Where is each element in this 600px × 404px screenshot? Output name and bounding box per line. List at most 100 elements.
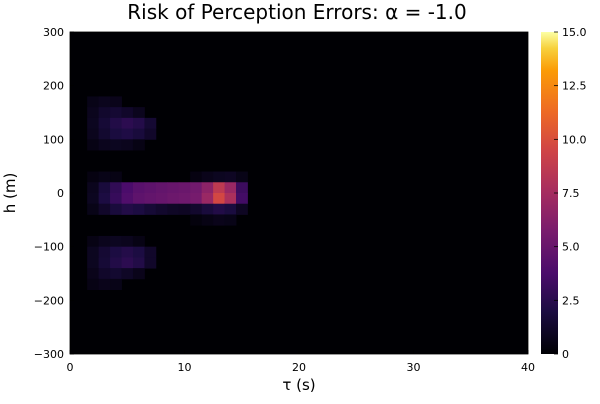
heatmap-cell (98, 139, 111, 151)
heatmap-cell (213, 193, 225, 205)
colorbar-tick-label: 5.0 (562, 241, 580, 254)
heatmap-cell (98, 171, 111, 183)
heatmap-cell (190, 182, 203, 194)
heatmap-cell (178, 203, 191, 215)
heatmap-cell (87, 193, 100, 205)
heatmap-cell (236, 203, 248, 215)
heatmap-cell (190, 193, 203, 205)
heatmap-cell (178, 182, 191, 194)
heatmap-cell (236, 193, 248, 205)
heatmap-cell (121, 193, 134, 205)
heatmap-cell (110, 246, 122, 258)
y-tick-label: 100 (43, 133, 64, 146)
x-axis-label: τ (s) (282, 376, 315, 394)
heatmap-cell (87, 268, 100, 280)
heatmap-cell (213, 203, 225, 215)
heatmap-cell (201, 182, 214, 194)
heatmap-cell (110, 193, 122, 205)
heatmap-cell (167, 182, 180, 194)
colorbar-tick-label: 2.5 (562, 294, 580, 307)
heatmap-cell (155, 203, 168, 215)
heatmap-cell (87, 182, 100, 194)
heatmap-cell (132, 257, 145, 269)
heatmap-cell (190, 214, 203, 226)
y-axis-label: h (m) (1, 173, 19, 214)
heatmap-cell (110, 96, 122, 108)
heatmap-cell (132, 128, 145, 140)
heatmap-cell (110, 117, 122, 129)
y-tick-label: 300 (43, 26, 64, 39)
heatmap-cell (87, 117, 100, 129)
heatmap-cell (190, 171, 203, 183)
heatmap-cell (201, 203, 214, 215)
heatmap-cell (132, 268, 145, 280)
heatmap-cell (121, 246, 134, 258)
colorbar (541, 32, 558, 354)
heatmap-cell (87, 96, 100, 108)
x-axis-ticks: 0 10 20 30 40 (67, 350, 535, 374)
heatmap-cell (132, 203, 145, 215)
heatmap-cell (87, 257, 100, 269)
heatmap-cell (110, 171, 122, 183)
heatmap-cell (110, 139, 122, 151)
y-tick-label: −200 (34, 294, 64, 307)
heatmap-cell (110, 278, 122, 290)
x-tick-label: 0 (67, 361, 74, 374)
heatmap-cell (144, 203, 157, 215)
y-axis-ticks: 300 200 100 0 −100 −200 −300 (34, 26, 74, 361)
y-tick-label: 200 (43, 80, 64, 93)
heatmap-cell (98, 235, 111, 248)
colorbar-tick-label: 10.0 (562, 133, 587, 146)
heatmap-cell (190, 203, 203, 215)
heatmap-cell (201, 171, 214, 183)
heatmap-cell (132, 193, 145, 205)
heatmap-cell (98, 193, 111, 205)
heatmap-cell (110, 235, 122, 248)
heatmap-cell (132, 246, 145, 258)
heatmap-cell (213, 171, 225, 183)
heatmap-cell (98, 278, 111, 290)
heatmap-cell (167, 193, 180, 205)
heatmap-cell (87, 278, 100, 290)
heatmap-cell (224, 193, 237, 205)
heatmap-cell (224, 182, 237, 194)
heatmap-cell (236, 182, 248, 194)
heatmap-cell (87, 107, 100, 119)
y-tick-label: −100 (34, 241, 64, 254)
heatmap-cell (213, 182, 225, 194)
heatmap-cell (98, 182, 111, 194)
colorbar-tick-label: 7.5 (562, 187, 580, 200)
colorbar-ticks: 15.0 12.5 10.0 7.5 5.0 2.5 0 (554, 26, 587, 361)
heatmap-cell (121, 139, 134, 151)
heatmap-cell (98, 107, 111, 119)
heatmap-cell (132, 235, 145, 248)
heatmap-cell (144, 246, 157, 258)
x-tick-label: 10 (178, 361, 192, 374)
heatmap-cell (98, 257, 111, 269)
x-tick-label: 40 (521, 361, 535, 374)
heatmap-cell (110, 203, 122, 215)
heatmap-cell (178, 193, 191, 205)
heatmap-cell (87, 139, 100, 151)
heatmap-cell (98, 128, 111, 140)
heatmap-cell (167, 203, 180, 215)
heatmap-cell (121, 107, 134, 119)
heatmap-cell (98, 268, 111, 280)
heatmap-cell (144, 117, 157, 129)
heatmap-cell (144, 257, 157, 269)
heatmap-cell (224, 214, 237, 226)
heatmap-cell (155, 193, 168, 205)
heatmap-cell (110, 128, 122, 140)
heatmap-cell (121, 117, 134, 129)
heatmap-cell (110, 107, 122, 119)
heatmap-cell (87, 203, 100, 215)
heatmap-cell (110, 257, 122, 269)
heatmap-cell (132, 117, 145, 129)
colorbar-tick-label: 0 (562, 348, 569, 361)
heatmap-cell (110, 182, 122, 194)
heatmap-cell (110, 268, 122, 280)
y-tick-label: 0 (57, 187, 64, 200)
y-tick-label: −300 (34, 348, 64, 361)
heatmap-cell (224, 171, 237, 183)
